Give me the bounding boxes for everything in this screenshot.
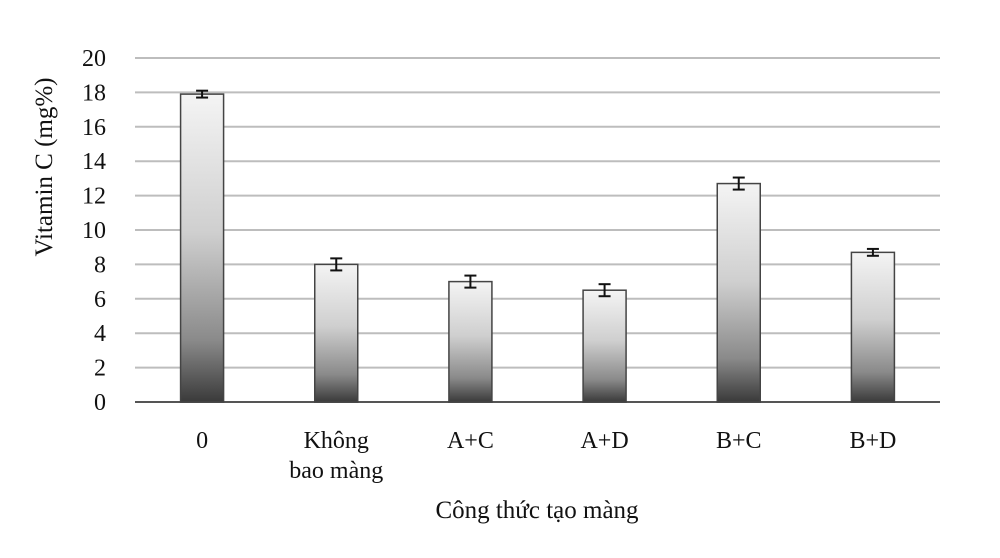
y-axis-title: Vitamin C (mg%) bbox=[31, 77, 58, 256]
y-tick-label: 4 bbox=[94, 321, 106, 347]
y-tick-label: 0 bbox=[94, 390, 106, 416]
y-tick-label: 8 bbox=[94, 252, 106, 278]
y-tick-label: 6 bbox=[94, 287, 106, 313]
y-tick-label: 2 bbox=[94, 356, 106, 382]
x-category-label: A+C bbox=[447, 428, 494, 454]
bar bbox=[850, 251, 896, 403]
x-axis-title: Công thức tạo màng bbox=[435, 497, 639, 524]
y-tick-label: 16 bbox=[82, 115, 106, 141]
y-tick-label: 14 bbox=[82, 149, 106, 175]
bar bbox=[716, 182, 761, 403]
x-category-label: bao màng bbox=[289, 458, 383, 484]
bar bbox=[582, 289, 627, 403]
y-tick-label: 10 bbox=[82, 218, 106, 244]
y-tick-label: 18 bbox=[82, 80, 106, 106]
x-category-label: B+C bbox=[716, 428, 762, 454]
x-category-label: B+D bbox=[849, 428, 896, 454]
x-category-label: A+D bbox=[580, 428, 628, 454]
bar bbox=[314, 263, 359, 403]
gridlines bbox=[135, 57, 940, 403]
bars bbox=[179, 89, 896, 403]
y-tick-label: 20 bbox=[82, 46, 106, 72]
bar bbox=[448, 280, 493, 403]
x-category-labels: 0 Không bao màng A+C A+D B+C B+D bbox=[196, 428, 896, 484]
y-tick-label: 12 bbox=[82, 184, 106, 210]
y-tick-labels: 0 2 4 6 8 10 12 14 16 18 20 bbox=[82, 46, 106, 416]
x-category-label: Không bbox=[304, 428, 369, 454]
x-category-label: 0 bbox=[196, 428, 208, 454]
bar bbox=[179, 93, 225, 403]
